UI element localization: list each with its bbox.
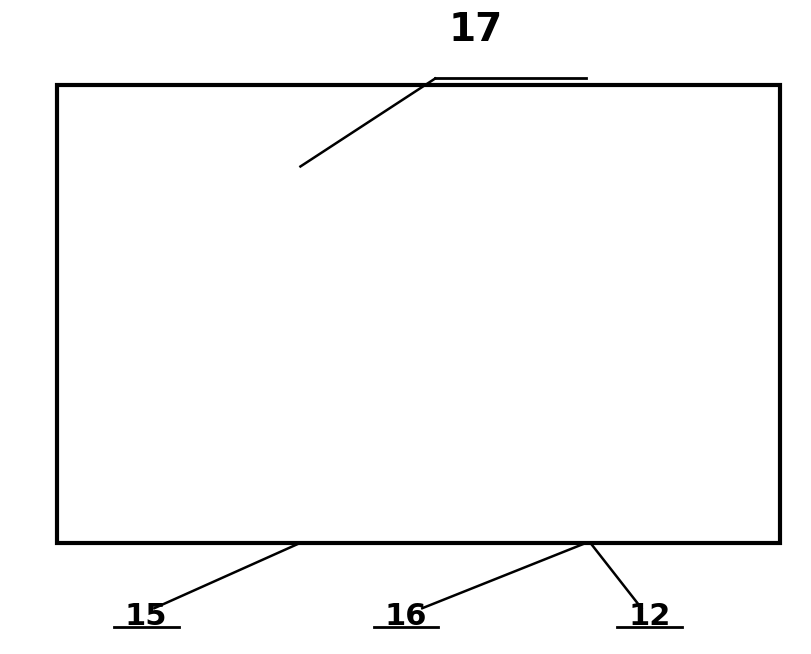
Text: 16: 16 xyxy=(384,602,427,630)
Text: 17: 17 xyxy=(448,11,502,49)
Text: $\mathit{I}$: $\mathit{I}$ xyxy=(89,116,99,144)
Text: 15: 15 xyxy=(125,602,167,630)
Text: 12: 12 xyxy=(628,602,670,630)
